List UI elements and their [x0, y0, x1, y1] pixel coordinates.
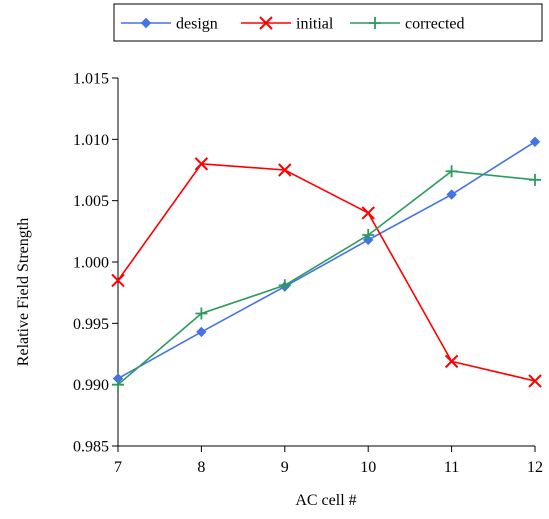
y-tick-label: 1.000 — [73, 255, 109, 272]
legend-label-design: design — [176, 16, 218, 33]
series-line-design — [117, 141, 536, 380]
data-point-corrected — [278, 279, 291, 292]
y-tick-label: 0.995 — [73, 316, 109, 333]
legend-item-initial: initial — [241, 16, 334, 33]
data-point-design — [446, 189, 457, 200]
data-point-corrected — [195, 307, 208, 320]
x-tick-label: 11 — [444, 459, 459, 476]
data-point-corrected — [529, 173, 541, 186]
series-line-initial — [117, 163, 536, 382]
data-point-initial — [194, 157, 209, 171]
y-tick-label: 1.015 — [73, 71, 109, 88]
x-tick-label: 7 — [114, 459, 122, 476]
legend-marker-design — [140, 17, 152, 29]
axis-lines — [117, 78, 535, 447]
series-corrected — [112, 165, 541, 391]
x-tick-label: 10 — [360, 459, 376, 476]
data-point-corrected — [445, 165, 458, 178]
data-point-corrected — [112, 378, 124, 391]
data-point-initial — [111, 273, 125, 288]
data-point-initial — [278, 163, 292, 177]
data-point-corrected — [362, 229, 375, 242]
y-axis-label: Relative Field Strength — [15, 218, 32, 366]
x-tick-label: 9 — [281, 459, 289, 476]
legend-label-corrected: corrected — [405, 16, 465, 33]
y-tick-label: 0.985 — [73, 439, 109, 456]
y-tick-label: 0.990 — [73, 377, 109, 394]
x-tick-label: 8 — [197, 459, 205, 476]
series-layer — [111, 136, 542, 391]
data-point-initial — [361, 206, 375, 220]
legend-item-corrected: corrected — [350, 16, 465, 33]
series-initial — [111, 157, 542, 388]
y-tick-label: 1.010 — [73, 132, 109, 149]
x-tick-label: 12 — [527, 459, 543, 476]
legend-marker-corrected — [369, 17, 381, 29]
legend-marker-initial — [259, 16, 273, 30]
legend: design initial corrected — [113, 3, 543, 42]
data-point-initial — [444, 354, 459, 369]
x-axis-label: AC cell # — [295, 492, 356, 509]
y-tick-label: 1.005 — [73, 193, 109, 210]
legend-box — [113, 3, 543, 42]
data-point-design — [529, 136, 541, 147]
data-point-initial — [528, 374, 542, 388]
series-line-corrected — [117, 170, 536, 386]
legend-label-initial: initial — [296, 16, 334, 33]
data-point-design — [196, 326, 207, 338]
legend-item-design: design — [121, 16, 218, 33]
